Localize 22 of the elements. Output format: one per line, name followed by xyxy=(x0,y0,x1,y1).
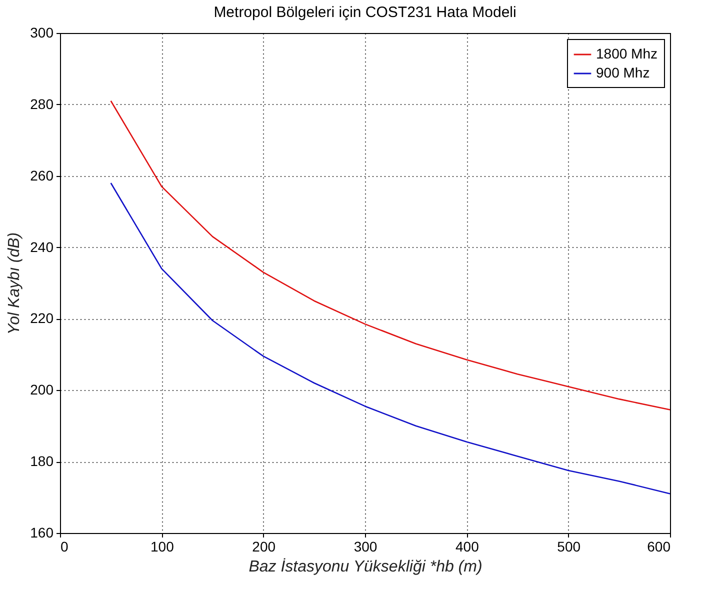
x-axis-title: Baz İstasyonu Yüksekliği *hb (m) xyxy=(248,558,482,576)
y-tick-label: 260 xyxy=(30,167,54,184)
line-series xyxy=(110,100,671,410)
x-tick-label: 500 xyxy=(557,538,581,554)
chart-title: Metropol Bölgeleri için COST231 Hata Modeli xyxy=(214,4,516,21)
x-tick-label: 0 xyxy=(60,538,68,554)
y-tick-label: 180 xyxy=(30,453,54,470)
x-tick-label: 300 xyxy=(354,538,378,554)
y-tick-label: 220 xyxy=(30,310,54,326)
y-tick-label: 200 xyxy=(30,382,54,398)
legend-label: 1800 Mhz xyxy=(596,46,658,62)
line-series xyxy=(110,182,671,494)
y-axis-title: Yol Kaybı (dB) xyxy=(6,232,24,335)
y-tick-label: 300 xyxy=(30,24,54,40)
x-tick-label: 100 xyxy=(150,538,174,554)
x-tick-label: 200 xyxy=(252,538,276,554)
x-tick-label: 600 xyxy=(647,538,671,554)
y-tick-label: 240 xyxy=(30,238,54,255)
y-tick-label: 280 xyxy=(30,96,54,112)
x-tick-label: 400 xyxy=(455,538,480,554)
y-tick-label: 160 xyxy=(30,524,54,540)
legend-label: 900 Mhz xyxy=(596,64,650,80)
